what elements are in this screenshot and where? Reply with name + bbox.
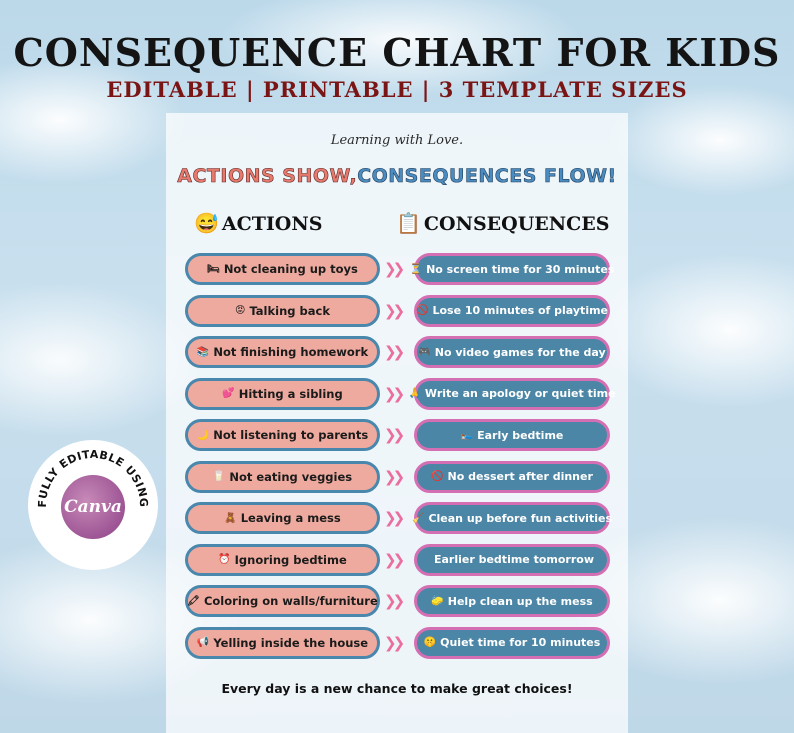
footer-text: Every day is a new chance to make great … — [221, 681, 573, 696]
chart-row: 🖍 Coloring on walls/furniture ❯❯ 🧽 Help clea… — [166, 585, 628, 617]
action-label: Not cleaning up toys — [223, 262, 358, 276]
double-chevron-right-icon: ❯❯ — [384, 509, 405, 527]
page-subtitle: EDITABLE | PRINTABLE | 3 TEMPLATE SIZES — [106, 77, 688, 102]
chart-row: 😡 Talking back ❯❯ 🚫 Lose 10 minutes of playt… — [166, 294, 628, 327]
chart-row: 🥛 Not eating veggies ❯❯ 🚫 No dessert after d… — [166, 460, 628, 493]
consequence-pill: 🚫 No dessert after dinner — [414, 460, 610, 493]
double-chevron-right-icon: ❯❯ — [384, 592, 405, 610]
double-chevron-right-icon: ❯❯ — [384, 384, 405, 403]
chart-row: 📚 Not finishing homework ❯❯ 🎮 No video games… — [166, 336, 628, 368]
consequence-pill: Earlier bedtime tomorrow — [414, 543, 610, 576]
action-emoji-icon: 🥛 — [212, 471, 226, 482]
action-emoji-icon: 💕 — [222, 388, 235, 399]
page-title: CONSEQUENCE CHART FOR KIDS — [13, 30, 781, 75]
consequence-emoji-icon: 🛌 — [460, 429, 474, 441]
consequence-emoji-icon: 🚫 — [431, 471, 444, 482]
action-emoji-icon: 📚 — [196, 346, 210, 358]
action-pill: 📢 Yelling inside the house — [185, 626, 380, 659]
action-pill: 🧸 Leaving a mess — [185, 502, 380, 534]
chart-row: 🛏 Not cleaning up toys ❯❯ ⏳ No screen time f… — [166, 253, 628, 285]
face-icon: 😅 — [194, 211, 219, 235]
consequence-pill: 🧽 Help clean up the mess — [414, 585, 610, 617]
consequence-label: Quiet time for 10 minutes — [440, 636, 601, 649]
consequence-emoji-icon: 🧽 — [431, 595, 444, 607]
consequence-pill: 🙏 Write an apology or quiet time — [408, 377, 616, 410]
action-pill: 🛏 Not cleaning up toys — [185, 253, 380, 285]
action-label: Coloring on walls/furniture — [203, 594, 378, 608]
consequence-emoji-icon: 🚫 — [416, 305, 429, 316]
tagline: Learning with Love. — [330, 133, 464, 148]
action-label: Yelling inside the house — [213, 635, 369, 650]
consequence-pill: ⏳ No screen time for 30 minutes — [410, 253, 614, 285]
double-chevron-right-icon: ❯❯ — [384, 301, 405, 320]
action-pill: ⏰ Ignoring bedtime — [185, 543, 380, 576]
action-emoji-icon: ⏰ — [218, 554, 231, 565]
consequence-emoji-icon: 🙏 — [408, 388, 421, 399]
consequence-label: Lose 10 minutes of playtime — [432, 304, 609, 317]
consequence-emoji-icon: 🧹 — [412, 512, 425, 524]
consequence-pill: 🧹 Clean up before fun activities — [412, 502, 612, 534]
headline: ACTIONS SHOW,CONSEQUENCES FLOW! — [166, 165, 628, 188]
canva-logo: Canva — [61, 475, 125, 539]
chart-row: 🧸 Leaving a mess ❯❯ 🧹 Clean up before fun ac… — [166, 502, 628, 534]
action-pill: 🌙 Not listening to parents — [185, 419, 380, 451]
action-pill: 📚 Not finishing homework — [185, 336, 380, 368]
clipboard-icon: 📋 — [396, 211, 421, 235]
actions-header-label: ACTIONS — [221, 213, 323, 235]
action-emoji-icon: 🌙 — [196, 429, 210, 441]
action-label: Not eating veggies — [229, 469, 353, 484]
action-label: Not finishing homework — [213, 345, 369, 359]
canva-badge: FULLY EDITABLE USING Canva — [28, 440, 158, 570]
double-chevron-right-icon: ❯❯ — [384, 467, 405, 486]
action-label: Hitting a sibling — [238, 386, 343, 401]
action-label: Not listening to parents — [213, 428, 369, 442]
consequences-header-label: CONSEQUENCES — [423, 213, 610, 235]
headline-part1: ACTIONS SHOW, — [177, 165, 358, 188]
consequence-emoji-icon: 🤫 — [423, 637, 437, 648]
action-emoji-icon: 📢 — [196, 637, 210, 648]
double-chevron-right-icon: ❯❯ — [384, 343, 405, 361]
action-pill: 😡 Talking back — [185, 294, 380, 327]
action-emoji-icon: 🖍 — [187, 595, 200, 607]
consequence-emoji-icon: ⏳ — [409, 263, 423, 275]
consequence-label: Clean up before fun activities — [428, 511, 612, 525]
chart-sheet: Learning with Love. ACTIONS SHOW,CONSEQU… — [166, 113, 628, 733]
actions-column-header: 😅 ACTIONS — [194, 211, 322, 235]
consequence-label: Earlier bedtime tomorrow — [433, 553, 594, 566]
action-pill: 🥛 Not eating veggies — [185, 460, 380, 493]
action-label: Talking back — [249, 303, 330, 318]
chart-row: 📢 Yelling inside the house ❯❯ 🤫 Quiet time f… — [166, 626, 628, 659]
consequence-label: Help clean up the mess — [447, 594, 593, 608]
action-emoji-icon: 😡 — [235, 305, 246, 316]
consequence-label: Write an apology or quiet time — [424, 387, 616, 400]
consequence-pill: 🚫 Lose 10 minutes of playtime — [414, 294, 610, 327]
consequence-label: Early bedtime — [477, 428, 564, 442]
consequence-pill: 🛌 Early bedtime — [414, 419, 610, 451]
double-chevron-right-icon: ❯❯ — [384, 426, 405, 444]
chart-row: 💕 Hitting a sibling ❯❯ 🙏 Write an apology or… — [166, 377, 628, 410]
chart-row: ⏰ Ignoring bedtime ❯❯ Earlier bedtime tomor… — [166, 543, 628, 576]
chart-row: 🌙 Not listening to parents ❯❯ 🛌 Early bedtim… — [166, 419, 628, 451]
double-chevron-right-icon: ❯❯ — [384, 633, 405, 652]
consequence-pill: 🤫 Quiet time for 10 minutes — [414, 626, 610, 659]
action-label: Ignoring bedtime — [234, 552, 347, 567]
consequence-label: No screen time for 30 minutes — [426, 262, 615, 276]
double-chevron-right-icon: ❯❯ — [384, 260, 405, 278]
headline-part2: CONSEQUENCES FLOW! — [357, 165, 617, 188]
action-emoji-icon: 🧸 — [224, 512, 237, 524]
consequence-label: No dessert after dinner — [447, 470, 593, 483]
consequence-pill: 🎮 No video games for the day — [414, 336, 610, 368]
consequence-label: No video games for the day — [434, 345, 606, 359]
action-emoji-icon: 🛏 — [207, 263, 220, 275]
consequences-column-header: 📋 CONSEQUENCES — [396, 211, 609, 235]
action-pill: 🖍 Coloring on walls/furniture — [185, 585, 380, 617]
double-chevron-right-icon: ❯❯ — [384, 550, 405, 569]
consequence-emoji-icon: 🎮 — [418, 346, 431, 358]
action-label: Leaving a mess — [240, 511, 341, 525]
action-pill: 💕 Hitting a sibling — [185, 377, 380, 410]
